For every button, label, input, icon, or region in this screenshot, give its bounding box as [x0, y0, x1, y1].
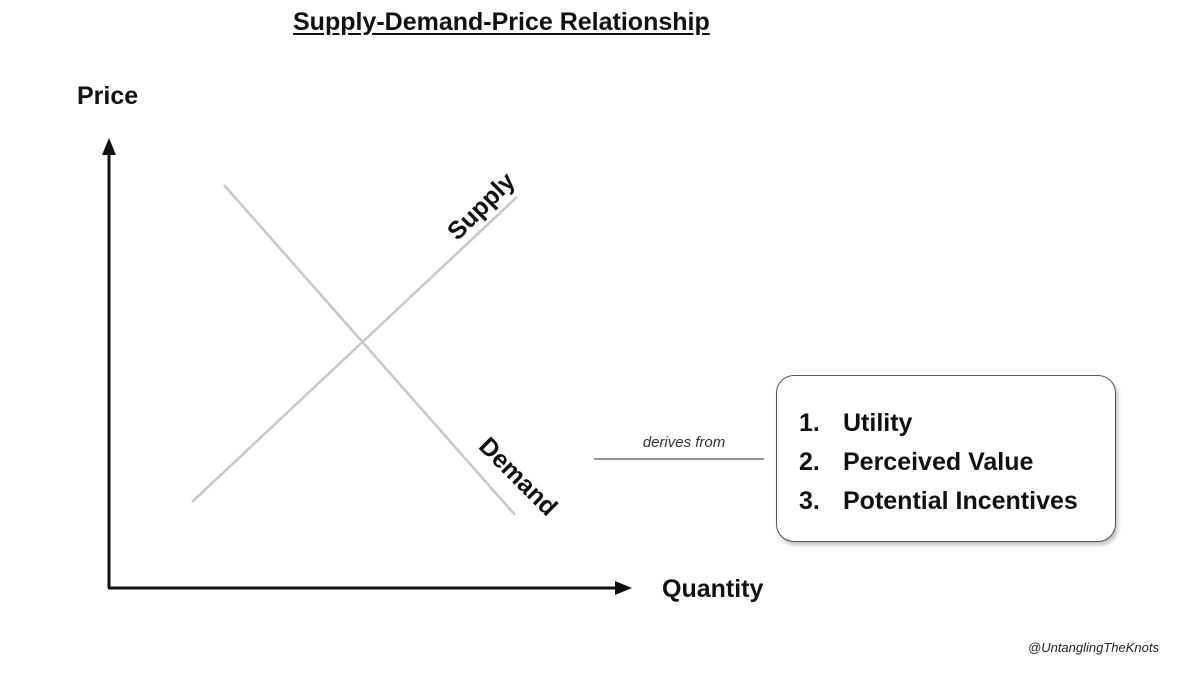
supply-curve — [191, 196, 518, 503]
connector-label: derives from — [642, 434, 726, 451]
factor-label: Utility — [843, 409, 913, 437]
y-axis-arrowhead — [102, 138, 116, 155]
factor-number: 3. — [799, 487, 820, 515]
diagram-title: Supply-Demand-Price Relationship — [293, 8, 710, 36]
x-axis-arrowhead — [615, 581, 632, 595]
factor-number: 1. — [799, 409, 820, 437]
demand-curve — [223, 184, 516, 516]
author-watermark: @UntanglingTheKnots — [1028, 640, 1159, 655]
demand-factors-box: 1. Utility 2. Perceived Value 3. Potential … — [776, 375, 1116, 542]
factor-label: Potential Incentives — [843, 487, 1078, 515]
factor-number: 2. — [799, 448, 820, 476]
factor-label: Perceived Value — [843, 448, 1034, 476]
demand-factors-list: 1. Utility 2. Perceived Value 3. Potential … — [799, 404, 1078, 521]
factor-item-perceived-value: 2. Perceived Value — [799, 443, 1078, 482]
factor-item-potential-incentives: 3. Potential Incentives — [799, 482, 1078, 521]
factor-item-utility: 1. Utility — [799, 404, 1078, 443]
x-axis-label: Quantity — [662, 575, 764, 603]
y-axis-label: Price — [77, 82, 139, 110]
